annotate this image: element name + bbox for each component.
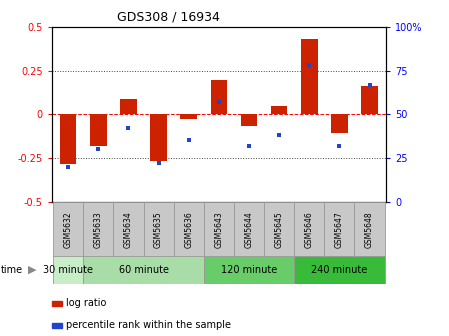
Text: GSM5648: GSM5648 <box>365 211 374 248</box>
Text: GSM5645: GSM5645 <box>275 211 284 248</box>
Text: GSM5646: GSM5646 <box>305 211 314 248</box>
Bar <box>114 202 144 257</box>
Bar <box>294 202 324 257</box>
Bar <box>150 114 167 161</box>
Bar <box>301 39 317 114</box>
Bar <box>211 80 227 114</box>
Bar <box>271 107 287 114</box>
Text: GSM5635: GSM5635 <box>154 211 163 248</box>
Text: GSM5643: GSM5643 <box>214 211 224 248</box>
Bar <box>331 114 348 133</box>
Bar <box>174 202 204 257</box>
Text: 60 minute: 60 minute <box>119 265 168 275</box>
Bar <box>234 202 264 257</box>
Bar <box>53 256 83 284</box>
Bar <box>144 202 174 257</box>
Bar <box>60 114 76 164</box>
Text: GSM5633: GSM5633 <box>94 211 103 248</box>
Text: ▶: ▶ <box>28 265 36 275</box>
Bar <box>53 202 83 257</box>
Bar <box>294 256 385 284</box>
Text: percentile rank within the sample: percentile rank within the sample <box>66 320 231 330</box>
Bar <box>355 202 385 257</box>
Bar <box>204 256 294 284</box>
Text: log ratio: log ratio <box>66 298 106 308</box>
Text: GSM5644: GSM5644 <box>245 211 254 248</box>
Bar <box>180 114 197 119</box>
Text: 240 minute: 240 minute <box>311 265 368 275</box>
Bar <box>324 202 355 257</box>
Text: time: time <box>1 265 23 275</box>
Text: 30 minute: 30 minute <box>43 265 93 275</box>
Text: GSM5634: GSM5634 <box>124 211 133 248</box>
Bar <box>120 98 137 114</box>
Bar <box>361 86 378 114</box>
Text: 120 minute: 120 minute <box>221 265 277 275</box>
Bar <box>264 202 294 257</box>
Bar <box>204 202 234 257</box>
Text: GDS308 / 16934: GDS308 / 16934 <box>117 10 220 23</box>
Bar <box>241 114 257 126</box>
Text: GSM5647: GSM5647 <box>335 211 344 248</box>
Bar <box>90 114 106 146</box>
Text: GSM5632: GSM5632 <box>64 211 73 248</box>
Bar <box>83 202 114 257</box>
Text: GSM5636: GSM5636 <box>184 211 193 248</box>
Bar <box>83 256 204 284</box>
